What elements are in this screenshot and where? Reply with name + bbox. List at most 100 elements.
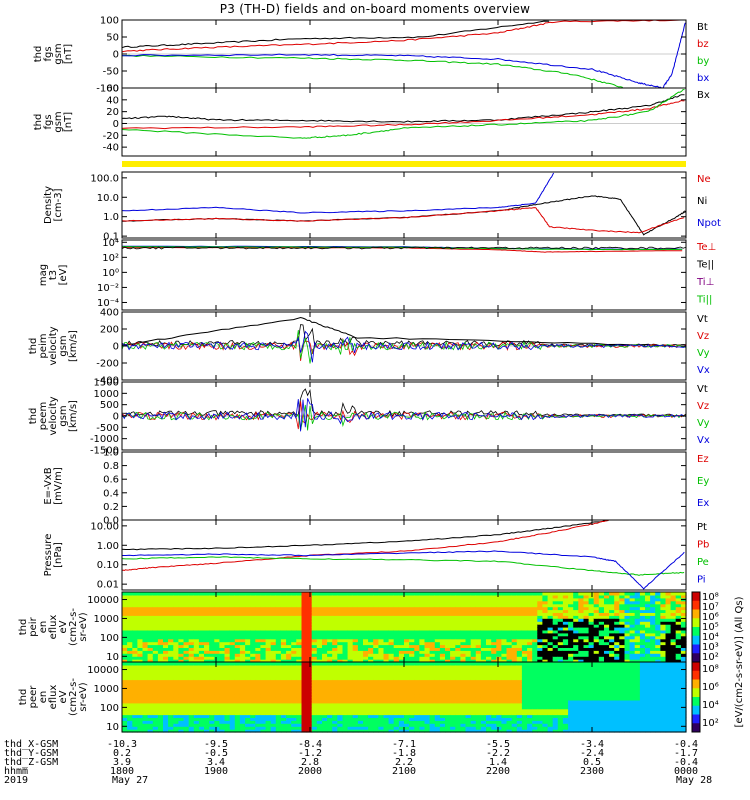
spectrogram-cell: [583, 603, 590, 608]
spectrogram-cell: [480, 664, 487, 669]
spectrogram-cell: [491, 653, 497, 657]
spectrogram-cell: [178, 621, 185, 625]
spectrogram-cell: [327, 714, 333, 718]
spectrogram-cell: [296, 656, 302, 660]
velocity-component-line: [121, 324, 687, 348]
spectrogram-cell: [178, 615, 185, 619]
spectrogram-cell: [383, 694, 390, 698]
spectrogram-cell: [501, 650, 508, 654]
spectrogram-cell: [398, 667, 405, 672]
spectrogram-cell: [388, 653, 395, 657]
spectrogram-cell: [132, 609, 138, 613]
spectrogram-cell: [157, 694, 164, 698]
spectrogram-cell: [260, 694, 267, 698]
spectrogram-cell: [480, 720, 487, 724]
spectrogram-cell: [198, 726, 205, 730]
spectrogram-cell: [414, 618, 420, 622]
spectrogram-cell: [357, 635, 364, 640]
spectrogram-cell: [363, 621, 369, 625]
spectrogram-cell: [445, 618, 451, 622]
spectrogram-cell: [557, 615, 564, 619]
spectrogram-cell: [506, 691, 513, 695]
y-axis-label-line: gsm: [58, 335, 69, 356]
spectrogram-cell: [357, 656, 364, 660]
spectrogram-cell: [193, 664, 200, 669]
spectrogram-cell: [388, 694, 395, 698]
spectrogram-cell: [373, 632, 379, 637]
spectrogram-cell: [629, 592, 636, 596]
spectrogram-cell: [122, 603, 128, 608]
y-axis-label-line: gsm: [58, 405, 69, 426]
spectrogram-cell: [347, 635, 354, 640]
spectrogram-cell: [142, 600, 149, 605]
spectrogram-cell: [270, 594, 277, 599]
spectrogram-cell: [527, 653, 533, 657]
spectrogram-cell: [393, 644, 400, 648]
spectrogram-cell: [286, 644, 292, 648]
spectrogram-cell: [521, 697, 528, 701]
spectrogram-cell: [275, 659, 282, 663]
spectrogram-cell: [209, 653, 215, 657]
spectrogram-cell: [270, 618, 277, 622]
spectrogram-cell: [419, 594, 426, 599]
spectrogram-cell: [491, 688, 497, 692]
spectrogram-cell: [193, 594, 200, 599]
spectrogram-cell: [193, 632, 200, 637]
spectrogram-cell: [260, 653, 267, 657]
spectrogram-cell: [619, 650, 625, 654]
spectrogram-cell: [439, 621, 446, 625]
spectrogram-cell: [219, 653, 226, 657]
spectrogram-cell: [619, 656, 625, 660]
spectrogram-cell: [214, 641, 220, 646]
spectrogram-cell: [511, 685, 518, 689]
spectrogram-cell: [265, 627, 272, 631]
spectrogram-cell: [501, 723, 508, 727]
spectrogram-cell: [332, 697, 338, 701]
spectrogram-cell: [173, 606, 179, 611]
spectrogram-cell: [275, 694, 282, 698]
spectrogram-cell: [157, 603, 164, 608]
spectrogram-cell: [470, 694, 477, 698]
spectrogram-cell: [332, 691, 338, 695]
spectrogram-cell: [645, 612, 651, 616]
spectrogram-cell: [219, 600, 226, 605]
spectrogram-cell: [532, 594, 538, 599]
spectrogram-cell: [234, 676, 241, 681]
spectrogram-cell: [383, 697, 390, 701]
spectrogram-cell: [352, 729, 359, 733]
spectrogram-cell: [352, 597, 359, 602]
spectrogram-cell: [301, 656, 308, 660]
spectrogram-cell: [496, 635, 502, 640]
spectrogram-cell: [178, 603, 185, 608]
spectrogram-cell: [152, 594, 159, 599]
spectrogram-cell: [286, 720, 292, 724]
spectrogram-cell: [501, 603, 508, 608]
spectrogram-cell: [239, 659, 246, 663]
spectrogram-cell: [445, 714, 451, 718]
spectrogram-cell: [537, 679, 543, 683]
spectrogram-cell: [486, 615, 492, 619]
spectrogram-cell: [398, 603, 405, 608]
spectrogram-cell: [219, 726, 226, 730]
spectrogram-cell: [588, 592, 595, 596]
spectrogram-cell: [296, 729, 302, 733]
spectrogram-cell: [316, 594, 323, 599]
spectrogram-cell: [219, 609, 226, 613]
spectrogram-cell: [250, 679, 256, 683]
spectrogram-cell: [316, 676, 323, 681]
spectrogram-cell: [527, 612, 533, 616]
spectrogram-cell: [270, 685, 277, 689]
spectrogram-cell: [532, 714, 538, 718]
spectrogram-cell: [332, 694, 338, 698]
spectrogram-cell: [660, 635, 667, 640]
spectrogram-cell: [434, 708, 441, 713]
spectrogram-cell: [127, 679, 133, 683]
spectrogram-cell: [496, 609, 502, 613]
spectrogram-cell: [455, 632, 461, 637]
spectrogram-cell: [296, 659, 302, 663]
spectrogram-cell: [142, 676, 149, 681]
spectrogram-cell: [383, 612, 390, 616]
spectrogram-cell: [280, 729, 287, 733]
spectrogram-cell: [521, 711, 528, 716]
